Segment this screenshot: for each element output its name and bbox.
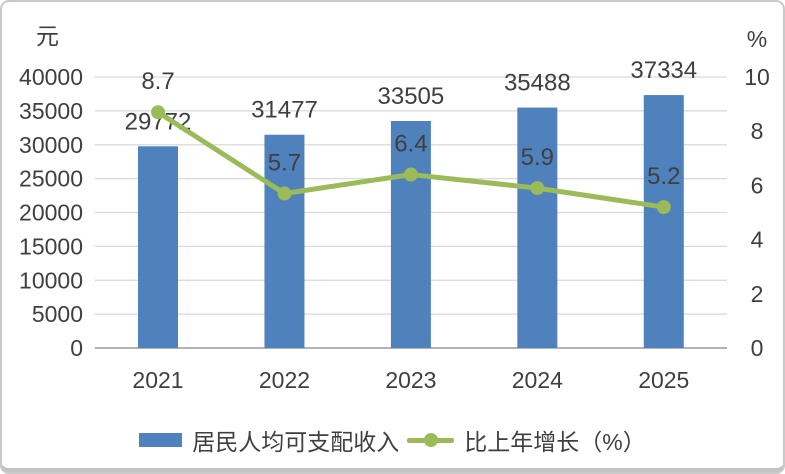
x-axis-label: 2022 [259,367,310,393]
bar-2021 [138,146,179,348]
y-axis-label-right: 8 [751,118,764,144]
bar-2024 [517,107,558,348]
growth-point-2023 [403,167,418,182]
legend-item-growth: 比上年增长（%） [407,423,646,457]
bar-value-label: 31477 [251,97,318,124]
growth-point-2025 [656,200,671,215]
y-axis-label-right: 4 [751,227,764,253]
y-axis-label-left: 30000 [19,132,83,158]
x-axis-label: 2023 [385,367,436,393]
bar-value-label: 37334 [630,57,697,84]
growth-point-2021 [151,105,166,120]
right-axis-title: % [746,26,768,52]
x-axis-label: 2024 [512,367,563,393]
bar-2022 [264,134,305,348]
growth-value-label: 5.9 [521,144,554,171]
y-axis-label-left: 20000 [19,200,83,226]
growth-point-2022 [277,186,292,201]
y-axis-label-right: 10 [744,64,770,90]
y-axis-label-left: 25000 [19,166,83,192]
x-axis-label: 2025 [638,367,689,393]
growth-value-label: 5.7 [268,150,301,177]
y-axis-label-right: 6 [751,172,764,198]
legend: 居民人均可支配收入 比上年增长（%） [0,425,785,455]
bar-2023 [390,121,431,348]
legend-label-income: 居民人均可支配收入 [192,429,400,455]
legend-swatch-line-dot [423,433,438,447]
bar-value-label: 35488 [504,70,571,97]
x-axis-label: 2021 [132,367,183,393]
y-axis-label-right: 0 [751,335,764,361]
legend-swatch-bar [139,433,183,447]
growth-value-label: 5.2 [647,163,680,190]
y-axis-label-left: 15000 [19,233,83,259]
bar-value-label: 33505 [378,83,445,110]
y-axis-label-left: 10000 [19,267,83,293]
y-axis-label-left: 0 [70,335,83,361]
y-axis-label-left: 40000 [19,64,83,90]
y-axis-label-right: 2 [751,281,764,307]
legend-label-growth: 比上年增长（%） [464,429,646,455]
growth-point-2024 [530,181,545,196]
y-axis-label-left: 35000 [19,98,83,124]
bar-2025 [643,95,684,348]
y-axis-label-left: 5000 [32,301,83,327]
growth-value-label: 8.7 [141,68,174,95]
growth-value-label: 6.4 [394,131,427,158]
legend-item-income: 居民人均可支配收入 [139,423,399,457]
left-axis-title: 元 [36,23,59,49]
legend-swatch-line [407,433,455,447]
